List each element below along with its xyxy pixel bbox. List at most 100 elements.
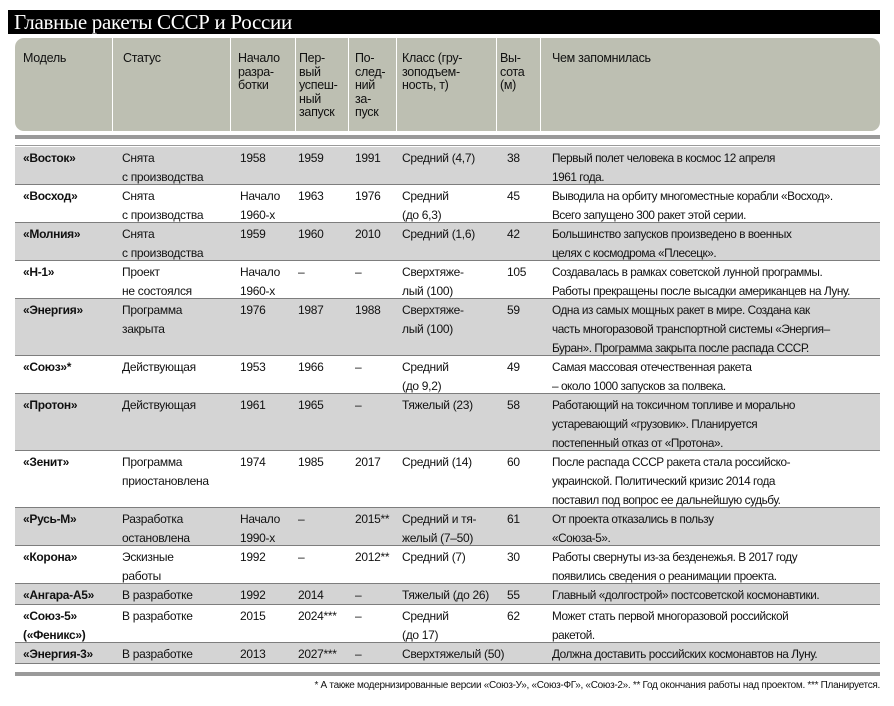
- cell-notable: Одна из самых мощных ракет в мире. Созда…: [552, 303, 830, 355]
- cell-last-launch: –: [355, 588, 362, 602]
- cell-notable: Должна доставить российских космонавтов …: [552, 647, 818, 661]
- header-height: Вы- сота (м): [500, 51, 525, 92]
- cell-last-launch: –: [355, 360, 362, 374]
- table-row: «Союз»* Действующая 1953 1966 – Средний (до 9…: [15, 356, 880, 394]
- header-status: Статус: [123, 51, 161, 65]
- table-row: «Протон» Действующая 1961 1965 – Тяжелый (23)…: [15, 394, 880, 451]
- cell-last-launch: 1988: [355, 303, 381, 317]
- column-divider: [496, 38, 497, 131]
- cell-height: 49: [507, 360, 520, 374]
- table-row: «Корона» Эскизные работы 1992 – 2012** Средни…: [15, 546, 880, 584]
- cell-dev-start: 1992: [240, 588, 266, 602]
- cell-class: Средний (1,6): [402, 227, 475, 241]
- table-row: «Энергия-3» В разработке 2013 2027*** – Сверх…: [15, 643, 880, 664]
- cell-dev-start: 2015: [240, 609, 266, 623]
- cell-class: Тяжелый (23): [402, 398, 473, 412]
- cell-last-launch: 2015**: [355, 512, 390, 526]
- column-divider: [112, 38, 113, 131]
- header-dev-start: Начало разра- ботки: [238, 51, 280, 92]
- cell-height: 42: [507, 227, 520, 241]
- column-divider: [396, 38, 397, 131]
- cell-class: Средний (до 17): [402, 609, 449, 642]
- cell-model: «Союз»*: [23, 360, 72, 374]
- cell-height: 59: [507, 303, 520, 317]
- footnote: * А также модернизированные версии «Союз…: [314, 680, 880, 691]
- cell-dev-start: 1976: [240, 303, 266, 317]
- cell-last-launch: –: [355, 609, 362, 623]
- cell-notable: От проекта отказались в пользу «Союза-5»…: [552, 512, 714, 545]
- cell-model: «Молния»: [23, 227, 81, 241]
- cell-status: Снята с производства: [122, 151, 204, 184]
- cell-first-launch: 1960: [298, 227, 324, 241]
- cell-first-launch: 2024***: [298, 609, 337, 623]
- cell-model: «Н-1»: [23, 265, 55, 279]
- cell-notable: Главный «долгострой» постсоветской космо…: [552, 588, 820, 602]
- cell-model: «Русь-М»: [23, 512, 77, 526]
- cell-status: В разработке: [122, 588, 193, 602]
- cell-first-launch: –: [298, 550, 305, 564]
- cell-status: В разработке: [122, 647, 193, 661]
- table-row: «Зенит» Программа приостановлена 1974 1985 2…: [15, 451, 880, 508]
- cell-class: Тяжелый (до 26): [402, 588, 489, 602]
- cell-notable: После распада СССР ракета стала российск…: [552, 455, 791, 507]
- table-row: «Восток» Снята с производства 1958 1959 1991…: [15, 147, 880, 185]
- cell-class: Средний (7): [402, 550, 466, 564]
- cell-first-launch: 1985: [298, 455, 324, 469]
- cell-notable: Работы свернуты из-за безденежья. В 2017…: [552, 550, 798, 583]
- cell-status: Действующая: [122, 360, 196, 374]
- cell-last-launch: 1991: [355, 151, 381, 165]
- cell-height: 30: [507, 550, 520, 564]
- cell-class: Сверхтяже- лый (100): [402, 303, 464, 336]
- cell-class: Средний (до 9,2): [402, 360, 449, 393]
- cell-last-launch: –: [355, 398, 362, 412]
- cell-status: Снята с производства: [122, 227, 204, 260]
- cell-first-launch: –: [298, 512, 305, 526]
- cell-first-launch: 1987: [298, 303, 324, 317]
- cell-notable: Может стать первой многоразовой российск…: [552, 609, 789, 642]
- column-divider: [295, 38, 296, 131]
- cell-dev-start: 1961: [240, 398, 266, 412]
- cell-dev-start: 1992: [240, 550, 266, 564]
- cell-height: 62: [507, 609, 520, 623]
- column-divider: [348, 38, 349, 131]
- table-row: «Русь-М» Разработка остановлена Начало 199…: [15, 508, 880, 546]
- cell-first-launch: 1959: [298, 151, 324, 165]
- cell-status: Разработка остановлена: [122, 512, 190, 545]
- cell-first-launch: 1966: [298, 360, 324, 374]
- column-divider: [230, 38, 231, 131]
- cell-model: «Энергия»: [23, 303, 83, 317]
- cell-class: Сверхтяжелый (50): [402, 647, 505, 661]
- cell-model: «Энергия-3»: [23, 647, 93, 661]
- cell-status: Действующая: [122, 398, 196, 412]
- cell-last-launch: 1976: [355, 189, 381, 203]
- cell-class: Средний (до 6,3): [402, 189, 449, 222]
- table-row: «Молния» Снята с производства 1959 1960 2010…: [15, 223, 880, 261]
- cell-dev-start: 1959: [240, 227, 266, 241]
- cell-notable: Большинство запусков произведено в военн…: [552, 227, 792, 260]
- table-row: «Ангара-А5» В разработке 1992 2014 – Тяжелый …: [15, 584, 880, 605]
- cell-status: В разработке: [122, 609, 193, 623]
- cell-last-launch: –: [355, 265, 362, 279]
- cell-notable: Создавалась в рамках советской лунной пр…: [552, 265, 850, 298]
- cell-first-launch: 2014: [298, 588, 324, 602]
- table-body: «Восток» Снята с производства 1958 1959 1991…: [15, 147, 880, 664]
- table-row: «Восход» Снята с производства Начало 1960-…: [15, 185, 880, 223]
- header-notable: Чем запомнилась: [552, 51, 651, 65]
- cell-status: Программа закрыта: [122, 303, 183, 336]
- cell-height: 60: [507, 455, 520, 469]
- header-first-launch: Пер- вый успеш- ный запуск: [299, 51, 338, 119]
- cell-model: «Восход»: [23, 189, 78, 203]
- cell-height: 38: [507, 151, 520, 165]
- cell-dev-start: Начало 1960-х: [240, 189, 281, 222]
- cell-height: 105: [507, 265, 527, 279]
- cell-status: Эскизные работы: [122, 550, 174, 583]
- table-row: «Союз-5» («Феникс») В разработке 2015 2024*…: [15, 605, 880, 643]
- cell-class: Сверхтяже- лый (100): [402, 265, 464, 298]
- cell-first-launch: 2027***: [298, 647, 337, 661]
- cell-notable: Самая массовая отечественная ракета – ок…: [552, 360, 752, 393]
- cell-last-launch: 2010: [355, 227, 381, 241]
- header-last-launch: По- след- ний за- пуск: [355, 51, 386, 119]
- cell-class: Средний (14): [402, 455, 472, 469]
- cell-notable: Выводила на орбиту многоместные корабли …: [552, 189, 833, 222]
- cell-notable: Работающий на токсичном топливе и мораль…: [552, 398, 796, 450]
